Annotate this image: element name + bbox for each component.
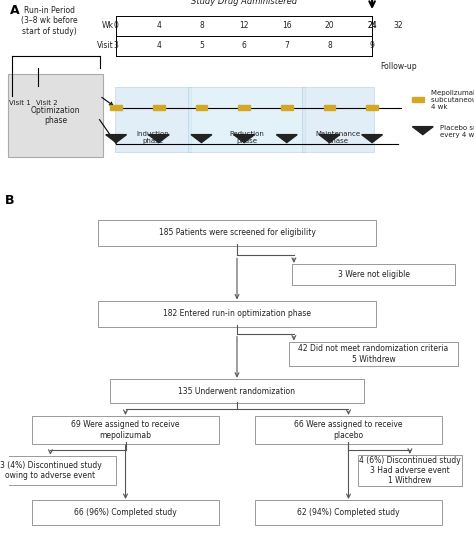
Text: 4 (6%) Discontinued study
3 Had adverse event
1 Withdrew: 4 (6%) Discontinued study 3 Had adverse …	[359, 455, 461, 486]
FancyBboxPatch shape	[188, 87, 305, 152]
Text: Optimization
phase: Optimization phase	[31, 106, 81, 126]
Text: 4: 4	[156, 42, 161, 50]
FancyBboxPatch shape	[98, 301, 376, 327]
Text: 69 Were assigned to receive
mepolizumab: 69 Were assigned to receive mepolizumab	[71, 420, 180, 440]
Bar	[153, 105, 165, 110]
Bar	[195, 105, 207, 110]
Text: Visit: Visit	[97, 42, 114, 50]
Text: B: B	[5, 194, 14, 207]
Text: 66 Were assigned to receive
placebo: 66 Were assigned to receive placebo	[294, 420, 403, 440]
Polygon shape	[234, 135, 255, 143]
FancyBboxPatch shape	[292, 265, 456, 285]
Text: Study Drug Administered: Study Drug Administered	[191, 0, 297, 6]
FancyBboxPatch shape	[302, 87, 374, 152]
Polygon shape	[362, 135, 383, 143]
FancyBboxPatch shape	[0, 456, 117, 485]
Text: Wk: Wk	[102, 22, 114, 30]
Text: 20: 20	[325, 22, 334, 30]
Text: 3 Were not eligible: 3 Were not eligible	[337, 271, 410, 279]
Text: Induction
phase: Induction phase	[137, 130, 169, 143]
FancyBboxPatch shape	[357, 455, 462, 486]
Text: 8: 8	[199, 22, 204, 30]
FancyBboxPatch shape	[8, 74, 103, 157]
Bar	[366, 105, 378, 110]
Text: 62 (94%) Completed study: 62 (94%) Completed study	[297, 508, 400, 517]
Polygon shape	[148, 135, 169, 143]
Text: 16: 16	[282, 22, 292, 30]
Polygon shape	[276, 135, 297, 143]
Text: Visit 1: Visit 1	[9, 100, 31, 106]
Text: Follow-up: Follow-up	[380, 62, 417, 71]
Text: Placebo subcutaneously
every 4 wk: Placebo subcutaneously every 4 wk	[440, 125, 474, 137]
Text: 66 (96%) Completed study: 66 (96%) Completed study	[74, 508, 177, 517]
Text: Mepolizumab 100 mg,
subcutaneously every
4 wk: Mepolizumab 100 mg, subcutaneously every…	[431, 89, 474, 110]
Bar	[281, 105, 293, 110]
Text: 9: 9	[370, 42, 374, 50]
FancyBboxPatch shape	[289, 342, 458, 367]
Text: 0: 0	[114, 22, 118, 30]
Polygon shape	[412, 127, 433, 135]
FancyBboxPatch shape	[255, 500, 442, 525]
Polygon shape	[319, 135, 340, 143]
FancyBboxPatch shape	[32, 500, 219, 525]
Text: 8: 8	[327, 42, 332, 50]
FancyBboxPatch shape	[109, 379, 365, 403]
FancyBboxPatch shape	[115, 87, 191, 152]
Bar	[412, 97, 424, 102]
Text: 12: 12	[239, 22, 249, 30]
FancyBboxPatch shape	[98, 220, 376, 246]
Text: Reduction
phase: Reduction phase	[229, 130, 264, 143]
Text: 4: 4	[156, 22, 161, 30]
Text: 42 Did not meet randomization criteria
5 Withdrew: 42 Did not meet randomization criteria 5…	[299, 344, 448, 364]
Text: 5: 5	[199, 42, 204, 50]
FancyBboxPatch shape	[32, 416, 219, 444]
Bar	[110, 105, 122, 110]
Text: A: A	[9, 4, 19, 17]
Text: Maintenance
phase: Maintenance phase	[315, 130, 360, 143]
Polygon shape	[191, 135, 212, 143]
Text: Visit 2: Visit 2	[36, 100, 57, 106]
Bar	[238, 105, 250, 110]
Text: 182 Entered run-in optimization phase: 182 Entered run-in optimization phase	[163, 309, 311, 318]
Text: 3 (4%) Discontinued study
owing to adverse event: 3 (4%) Discontinued study owing to adver…	[0, 461, 101, 480]
Bar	[323, 105, 336, 110]
Text: 24: 24	[367, 22, 377, 30]
Text: 32: 32	[393, 22, 403, 30]
Polygon shape	[106, 135, 127, 143]
Text: 6: 6	[242, 42, 246, 50]
Text: 24: 24	[367, 22, 377, 30]
Text: 135 Underwent randomization: 135 Underwent randomization	[179, 387, 295, 396]
FancyBboxPatch shape	[255, 416, 442, 444]
Text: 185 Patients were screened for eligibility: 185 Patients were screened for eligibili…	[159, 229, 315, 237]
Text: 3: 3	[114, 42, 118, 50]
Text: 7: 7	[284, 42, 289, 50]
Text: Run-in Period
(3–8 wk before
start of study): Run-in Period (3–8 wk before start of st…	[21, 6, 78, 36]
